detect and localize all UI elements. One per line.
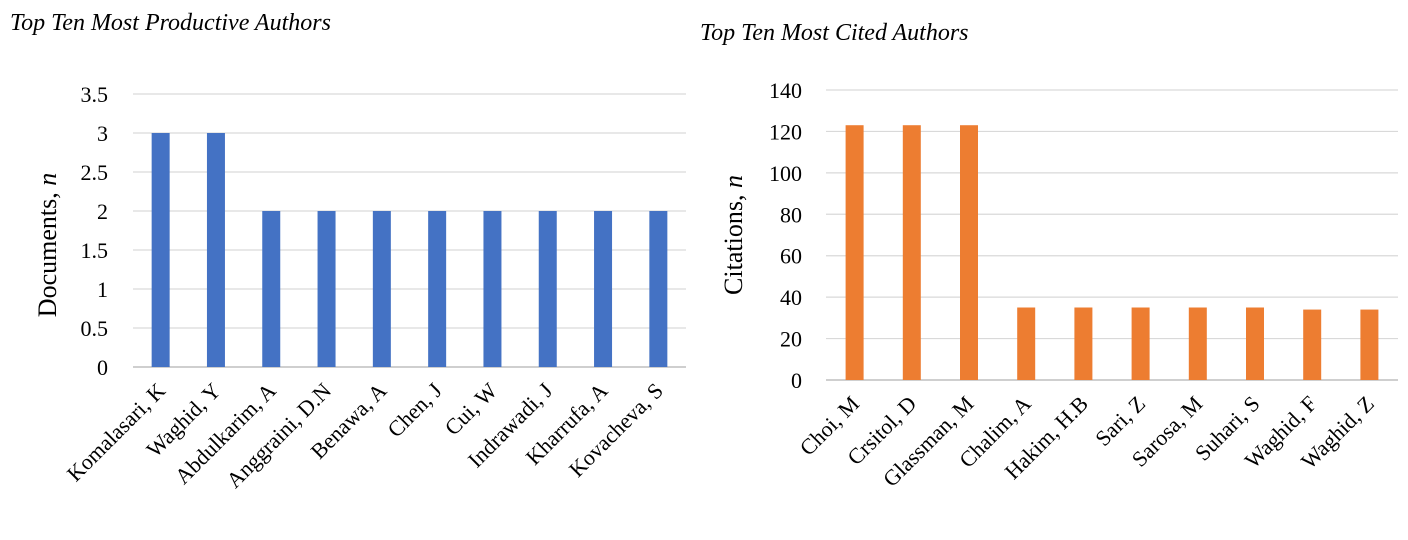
y-axis-label: Citations, n — [719, 175, 748, 295]
bar — [1188, 307, 1207, 380]
bar — [483, 211, 502, 367]
chart-productive-authors: Top Ten Most Productive Authors 0 0.5 1 1.5… — [10, 10, 686, 493]
bar — [317, 211, 336, 367]
y-tick-label: 1.5 — [81, 238, 109, 263]
y-tick-label: 2 — [97, 199, 108, 224]
y-tick-label: 120 — [769, 119, 802, 144]
bar — [960, 125, 978, 380]
bar — [1131, 307, 1150, 380]
bar — [1074, 307, 1093, 380]
y-tick-label: 140 — [769, 78, 802, 103]
y-tick-label: 100 — [769, 161, 802, 186]
bars — [845, 125, 1379, 380]
y-tick-label: 0.5 — [81, 316, 109, 341]
bars — [151, 133, 668, 367]
gridlines — [826, 89, 1398, 381]
y-tick-label: 60 — [780, 244, 802, 269]
bar — [262, 211, 281, 367]
gridlines — [133, 93, 686, 368]
bar — [428, 211, 447, 367]
bar — [1303, 309, 1322, 380]
y-tick-label: 80 — [780, 202, 802, 227]
y-ticks: 0 20 40 60 80 100 120 140 — [769, 78, 802, 393]
chart-title: Top Ten Most Cited Authors — [700, 20, 969, 46]
bar — [902, 125, 921, 380]
y-tick-label: 20 — [780, 327, 802, 352]
bar — [845, 125, 864, 380]
bar — [151, 133, 170, 367]
x-tick-label: Chen, J — [382, 378, 447, 443]
y-axis-label: Documents, n — [33, 173, 62, 317]
bar — [1246, 307, 1264, 380]
y-ticks: 0 0.5 1 1.5 2 2.5 3 3.5 — [81, 82, 109, 380]
bar — [649, 211, 668, 367]
y-tick-label: 0 — [97, 355, 108, 380]
bar — [1360, 309, 1379, 380]
bar — [372, 211, 391, 367]
y-tick-label: 1 — [97, 277, 108, 302]
y-tick-label: 2.5 — [81, 160, 109, 185]
y-tick-label: 3 — [97, 121, 108, 146]
bar — [594, 211, 613, 367]
y-tick-label: 0 — [791, 368, 802, 393]
y-tick-label: 3.5 — [81, 82, 109, 107]
chart-title: Top Ten Most Productive Authors — [10, 10, 331, 36]
y-tick-label: 40 — [780, 285, 802, 310]
bar — [1017, 307, 1036, 380]
bar — [206, 133, 225, 367]
chart-cited-authors: Top Ten Most Cited Authors 0 20 40 60 80 100 1… — [700, 20, 1398, 491]
bar — [538, 211, 557, 367]
